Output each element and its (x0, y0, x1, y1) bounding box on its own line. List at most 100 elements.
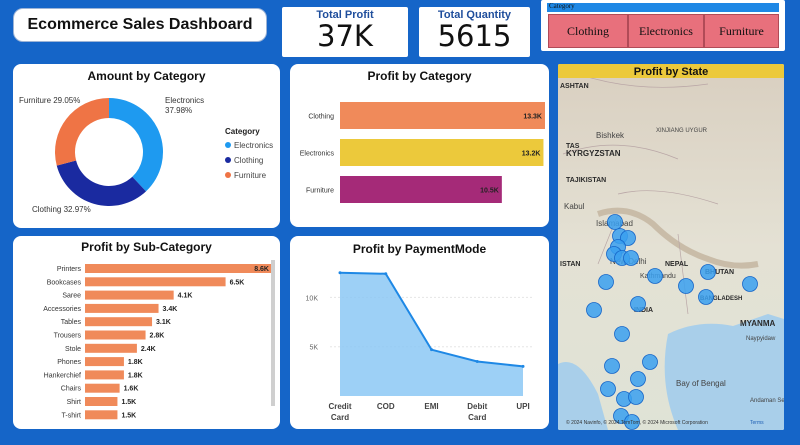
map-label-naypyidaw: Naypyidaw (746, 336, 776, 342)
subcategory-bar-hankerchief[interactable] (85, 370, 124, 380)
map-label-myanma: MYANMA (740, 319, 775, 328)
payment-point-debit-card[interactable] (475, 360, 479, 363)
amount-donut-chart: Furniture 29.05% Electronics 37.98% Clot… (19, 96, 273, 214)
slicer-header: Category (549, 2, 575, 10)
subcategory-label-phones: Phones (57, 359, 81, 366)
payment-xlabel-cod: COD (377, 402, 395, 411)
payment-ytick-10k: 10K (306, 295, 319, 302)
dashboard-title: Ecommerce Sales Dashboard (27, 16, 253, 33)
payment-xlabel2-debit-card: Card (468, 413, 486, 422)
subcategory-value-shirt: 1.5K (121, 399, 136, 406)
subcategory-value-trousers: 2.8K (150, 333, 165, 340)
slicer-option-electronics[interactable]: Electronics (628, 14, 704, 48)
state-bubble-19[interactable] (600, 381, 616, 397)
map-label-bishkek: Bishkek (596, 131, 625, 140)
donut-slice-electronics[interactable] (109, 98, 163, 192)
donut-slice-furniture[interactable] (55, 98, 109, 166)
state-bubble-10[interactable] (678, 278, 694, 294)
dashboard-title-card: Ecommerce Sales Dashboard (13, 8, 267, 42)
legend-clothing[interactable]: Clothing (234, 156, 263, 165)
subcategory-bar-tables[interactable] (85, 317, 153, 327)
legend-title: Category (225, 127, 260, 136)
subcategory-label-saree: Saree (62, 293, 81, 300)
state-bubble-16[interactable] (614, 326, 630, 342)
state-bubble-15[interactable] (630, 296, 646, 312)
subcategory-bar-chairs[interactable] (85, 383, 120, 393)
state-bubble-11[interactable] (698, 289, 714, 305)
subcategory-bar-phones[interactable] (85, 357, 124, 367)
profit-by-category-panel[interactable]: Profit by Category Clothing 13.3K Electron… (290, 64, 549, 227)
profit-by-subcategory-chart: Printers 8.6K Bookcases 6.5K Saree 4.1K Access… (43, 260, 275, 420)
state-bubble-13[interactable] (598, 274, 614, 290)
state-bubble-7[interactable] (623, 250, 639, 266)
profit-category-bar-furniture[interactable] (340, 176, 502, 203)
state-bubble-1[interactable] (607, 214, 623, 230)
map-label-bay-of-bengal: Bay of Bengal (676, 379, 726, 388)
profit-by-subcategory-panel[interactable]: Profit by Sub-Category Printers 8.6K Bookc… (13, 236, 280, 429)
total-profit-card[interactable]: Total Profit 37K (282, 7, 408, 57)
slicer-option-furniture[interactable]: Furniture (704, 14, 779, 48)
subcategory-bar-trousers[interactable] (85, 330, 146, 340)
total-quantity-value: 5615 (437, 19, 512, 53)
state-bubble-24[interactable] (624, 414, 640, 430)
subcategory-bar-printers[interactable] (85, 264, 271, 273)
subcategory-bar-stole[interactable] (85, 343, 137, 353)
map-borders (562, 73, 719, 315)
total-quantity-card[interactable]: Total Quantity 5615 (419, 7, 530, 57)
profit-by-state-panel[interactable]: Profit by State ASHTAN Bishkek KYRGYZSTAN X… (558, 64, 784, 430)
subcategory-bar-shirt[interactable] (85, 397, 118, 406)
state-bubble-20[interactable] (630, 371, 646, 387)
subcategory-bar-saree[interactable] (85, 290, 174, 300)
payment-point-emi[interactable] (430, 348, 433, 352)
state-bubble-9[interactable] (700, 264, 716, 280)
subcategory-label-stole: Stole (65, 346, 81, 353)
subcategory-value-saree: 4.1K (178, 293, 193, 300)
donut-label-electronics: Electronics (165, 96, 204, 105)
map-label-ashtan: ASHTAN (560, 83, 589, 90)
subcategory-bar-bookcases[interactable] (85, 277, 226, 287)
map-label-kabul: Kabul (564, 202, 585, 211)
subcategory-bar-accessories[interactable] (85, 303, 159, 313)
state-bubble-14[interactable] (586, 302, 602, 318)
map-terms-link[interactable]: Terms (750, 420, 764, 426)
profit-category-bar-electronics[interactable] (340, 139, 544, 166)
subcategory-value-stole: 2.4K (141, 346, 156, 353)
payment-xlabel-emi: EMI (424, 402, 438, 411)
state-bubble-12[interactable] (742, 276, 758, 292)
payment-point-credit-card[interactable] (338, 271, 342, 275)
state-bubble-18[interactable] (642, 354, 658, 370)
profit-category-bar-clothing[interactable] (340, 102, 545, 129)
profit-by-category-chart: Clothing 13.3K Electronics 13.2K Furniture 10… (300, 102, 545, 203)
amount-by-category-title: Amount by Category (87, 69, 206, 83)
payment-point-upi[interactable] (521, 364, 525, 368)
donut-slice-clothing[interactable] (56, 160, 147, 206)
legend-dot-clothing (225, 157, 231, 163)
subcategory-label-accessories: Accessories (43, 306, 81, 313)
map-label-bangladesh: BANGLADESH (700, 296, 742, 302)
subcategory-label-bookcases: Bookcases (47, 279, 82, 286)
amount-by-category-panel[interactable]: Amount by Category Furniture 29.05% Elec… (13, 64, 280, 228)
legend-electronics[interactable]: Electronics (234, 141, 273, 150)
donut-label-clothing: Clothing 32.97% (32, 205, 91, 214)
profit-by-category-title: Profit by Category (367, 69, 472, 83)
donut-label-furniture: Furniture 29.05% (19, 96, 80, 105)
subcategory-value-chairs: 1.6K (124, 386, 139, 393)
payment-point-cod[interactable] (384, 272, 388, 276)
profit-by-state-map[interactable]: Profit by State ASHTAN Bishkek KYRGYZSTAN X… (558, 64, 784, 430)
map-label-xinjiang-uygur: XINJIANG UYGUR (656, 128, 708, 134)
map-arabian-sea (558, 362, 608, 430)
profit-category-label-electronics: Electronics (300, 151, 335, 158)
subcategory-bar-t-shirt[interactable] (85, 410, 118, 420)
legend-furniture[interactable]: Furniture (234, 171, 267, 180)
payment-area (340, 272, 523, 396)
state-bubble-8[interactable] (647, 268, 663, 284)
state-bubble-22[interactable] (628, 389, 644, 405)
profit-by-subcategory-title: Profit by Sub-Category (81, 240, 212, 254)
map-label-bhutan: BHUTAN (705, 269, 734, 276)
state-bubble-3[interactable] (620, 230, 636, 246)
profit-category-value-clothing: 13.3K (523, 114, 542, 121)
state-bubble-17[interactable] (604, 358, 620, 374)
slicer-option-clothing[interactable]: Clothing (548, 14, 628, 48)
subcategory-scrollbar[interactable] (271, 260, 275, 406)
profit-by-paymentmode-panel[interactable]: Profit by PaymentMode 5K 10K Credit Card COD… (290, 236, 549, 429)
